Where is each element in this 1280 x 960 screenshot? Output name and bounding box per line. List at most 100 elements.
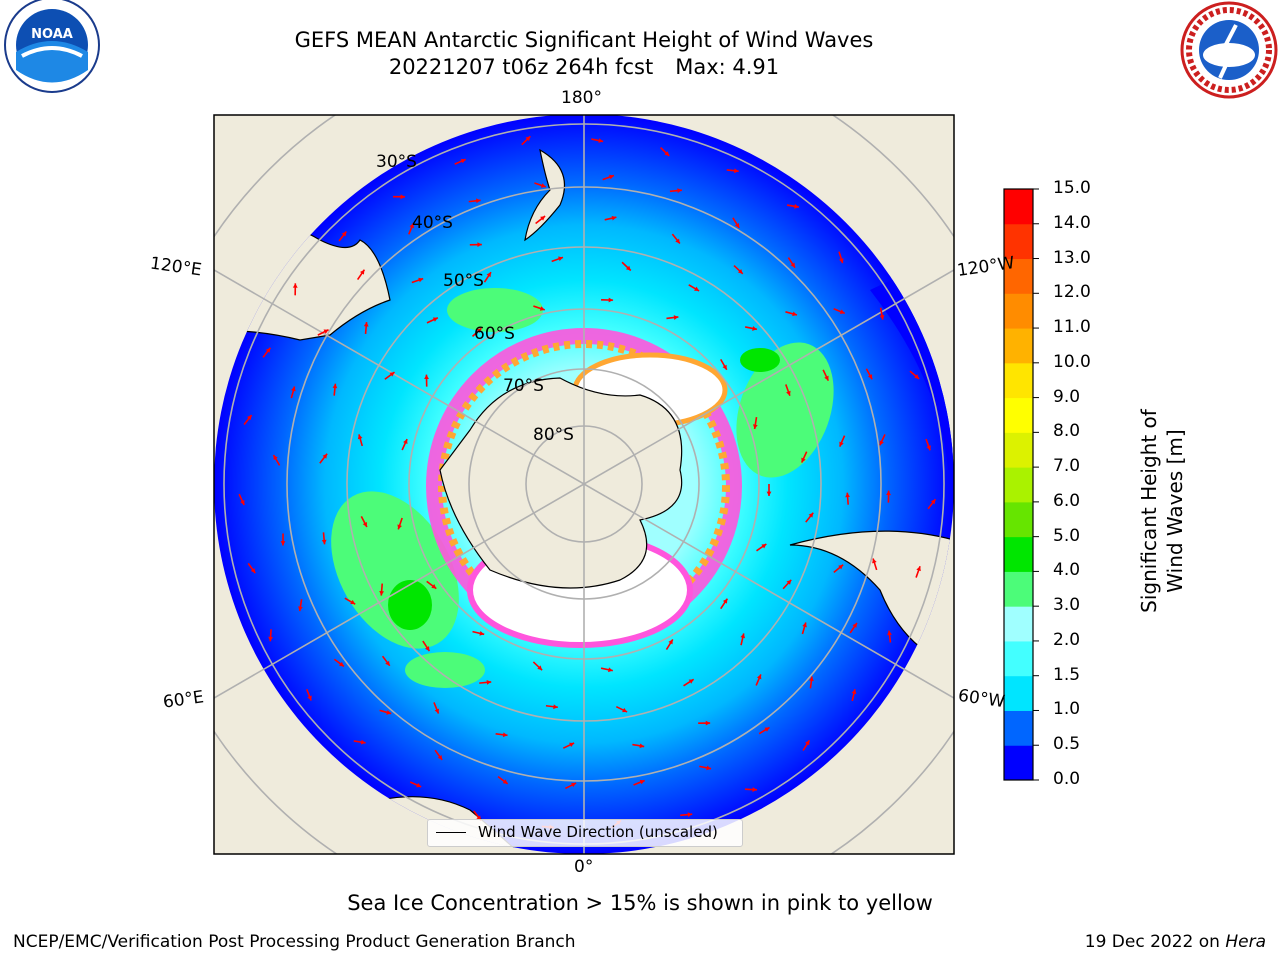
wind-arrow-head xyxy=(838,564,844,570)
wind-arrow-head xyxy=(675,238,680,244)
wind-arrow-head xyxy=(291,386,296,392)
wind-arrow-head xyxy=(265,347,271,353)
wind-arrow-head xyxy=(273,454,278,460)
wind-arrow-head xyxy=(502,779,508,784)
wind-arrow-head xyxy=(434,708,440,714)
wind-arrow-head xyxy=(752,787,757,792)
wind-arrow-head xyxy=(338,661,344,667)
wind-arrow-head xyxy=(525,136,531,142)
colorbar-tick-label: 1.5 xyxy=(1053,664,1081,685)
wind-arrow-head xyxy=(569,742,575,748)
wind-arrow-head xyxy=(323,329,329,334)
wind-arrow-head xyxy=(852,622,857,628)
lat-label-60s: 60°S xyxy=(474,324,515,344)
colorbar-segment xyxy=(1004,536,1033,572)
wind-arrow-head xyxy=(362,521,367,527)
noaa-logo: NOAA xyxy=(4,0,100,93)
colorbar-tick-label: 0.0 xyxy=(1053,769,1081,789)
sea-ice-note: Sea Ice Concentration > 15% is shown in … xyxy=(347,891,933,915)
wind-arrow-head xyxy=(664,151,670,156)
lat-label-30s: 30°S xyxy=(376,152,417,172)
wind-arrow-head xyxy=(424,374,429,380)
colorbar-segment xyxy=(1004,745,1033,781)
colorbar-tick-label: 14.0 xyxy=(1053,212,1091,233)
wind-arrow-head xyxy=(540,183,546,188)
legend-line-sample xyxy=(436,832,466,833)
meridian xyxy=(214,269,954,699)
wind-arrow-head xyxy=(722,598,728,604)
wind-arrow-head xyxy=(437,754,443,760)
wind-arrow-head xyxy=(752,424,758,430)
colorbar-title: Significant Height of Wind Waves [m] xyxy=(1137,409,1187,613)
colorbar-tick-label: 5.0 xyxy=(1053,525,1081,546)
wind-arrow-head xyxy=(706,765,712,771)
wind-arrow-head xyxy=(867,374,873,380)
colorbar-tick-label: 12.0 xyxy=(1053,282,1091,303)
wind-arrow-head xyxy=(845,492,851,498)
chart-subtitle: 20221207 t06z 264h fcst Max: 4.91 xyxy=(214,55,954,79)
colorbar-tick-label: 8.0 xyxy=(1053,421,1081,442)
wind-arrow-head xyxy=(764,727,770,732)
colorbar-tick-label: 1.0 xyxy=(1053,699,1081,720)
colorbar-tick-label: 4.0 xyxy=(1053,560,1081,581)
wind-arrow-head xyxy=(400,194,405,200)
colorbar-tick-label: 3.0 xyxy=(1053,595,1081,616)
wind-arrow-head xyxy=(321,539,327,545)
wind-arrow-head xyxy=(386,710,392,715)
wind-arrow-head xyxy=(705,720,711,726)
wind-arrow-head xyxy=(808,512,814,518)
wind-arrow-head xyxy=(363,322,369,327)
wind-arrow-head xyxy=(839,441,844,447)
wind-arrow-head xyxy=(801,457,806,463)
machine-name: Hera xyxy=(1225,932,1266,952)
wind-arrow-head xyxy=(403,439,408,445)
wind-arrow-head xyxy=(307,695,312,701)
wind-arrow-head xyxy=(839,309,845,314)
wind-arrow-head xyxy=(477,242,482,248)
lat-label-70s: 70°S xyxy=(503,376,544,396)
new-zealand xyxy=(524,148,566,242)
colorbar-segment xyxy=(1004,571,1033,607)
map-legend: Wind Wave Direction (unscaled) xyxy=(427,819,743,847)
wind-arrow-head xyxy=(809,676,814,682)
wind-arrow-head xyxy=(476,328,482,334)
colorbar-segment xyxy=(1004,223,1033,260)
colorbar xyxy=(1004,188,1039,781)
lat-label-80s: 80°S xyxy=(533,425,574,445)
wind-arrow-head xyxy=(360,739,366,745)
svg-text:NOAA: NOAA xyxy=(31,27,73,42)
wind-arrow-head xyxy=(916,566,921,572)
wind-arrow-head xyxy=(539,306,545,311)
colorbar-tick-label: 2.0 xyxy=(1053,629,1081,650)
wind-arrow-head xyxy=(688,679,694,684)
wind-arrow-head xyxy=(537,665,543,671)
lon-label-180: 180° xyxy=(561,88,602,108)
colorbar-segment xyxy=(1004,293,1033,329)
colorbar-frame xyxy=(1003,188,1034,781)
wind-arrow-head xyxy=(292,283,298,288)
wave-patch xyxy=(736,342,834,478)
wind-arrow-head xyxy=(786,390,791,396)
wind-arrow-head xyxy=(432,317,438,322)
colorbar-segment xyxy=(1004,328,1033,364)
lat-label-40s: 40°S xyxy=(412,213,453,233)
wind-arrow-head xyxy=(553,704,558,710)
colorbar-segment xyxy=(1004,362,1033,399)
wind-arrow-head xyxy=(879,314,885,320)
wind-arrow-head xyxy=(502,732,508,738)
wind-arrow-head xyxy=(424,646,430,652)
colorbar-segment xyxy=(1004,675,1033,711)
wind-arrow-head xyxy=(879,440,884,446)
wind-arrow-head xyxy=(734,223,740,229)
wind-arrow-head xyxy=(872,558,877,564)
wind-arrow-head xyxy=(540,216,546,221)
wind-arrow-head xyxy=(639,743,645,749)
map-frame xyxy=(213,114,955,855)
colorbar-segment xyxy=(1004,189,1033,225)
colorbar-segment xyxy=(1004,258,1033,294)
wind-arrow-head xyxy=(389,372,395,377)
wind-arrow-head xyxy=(571,782,577,788)
colorbar-segment xyxy=(1004,467,1033,503)
wind-arrow-head xyxy=(839,258,844,264)
